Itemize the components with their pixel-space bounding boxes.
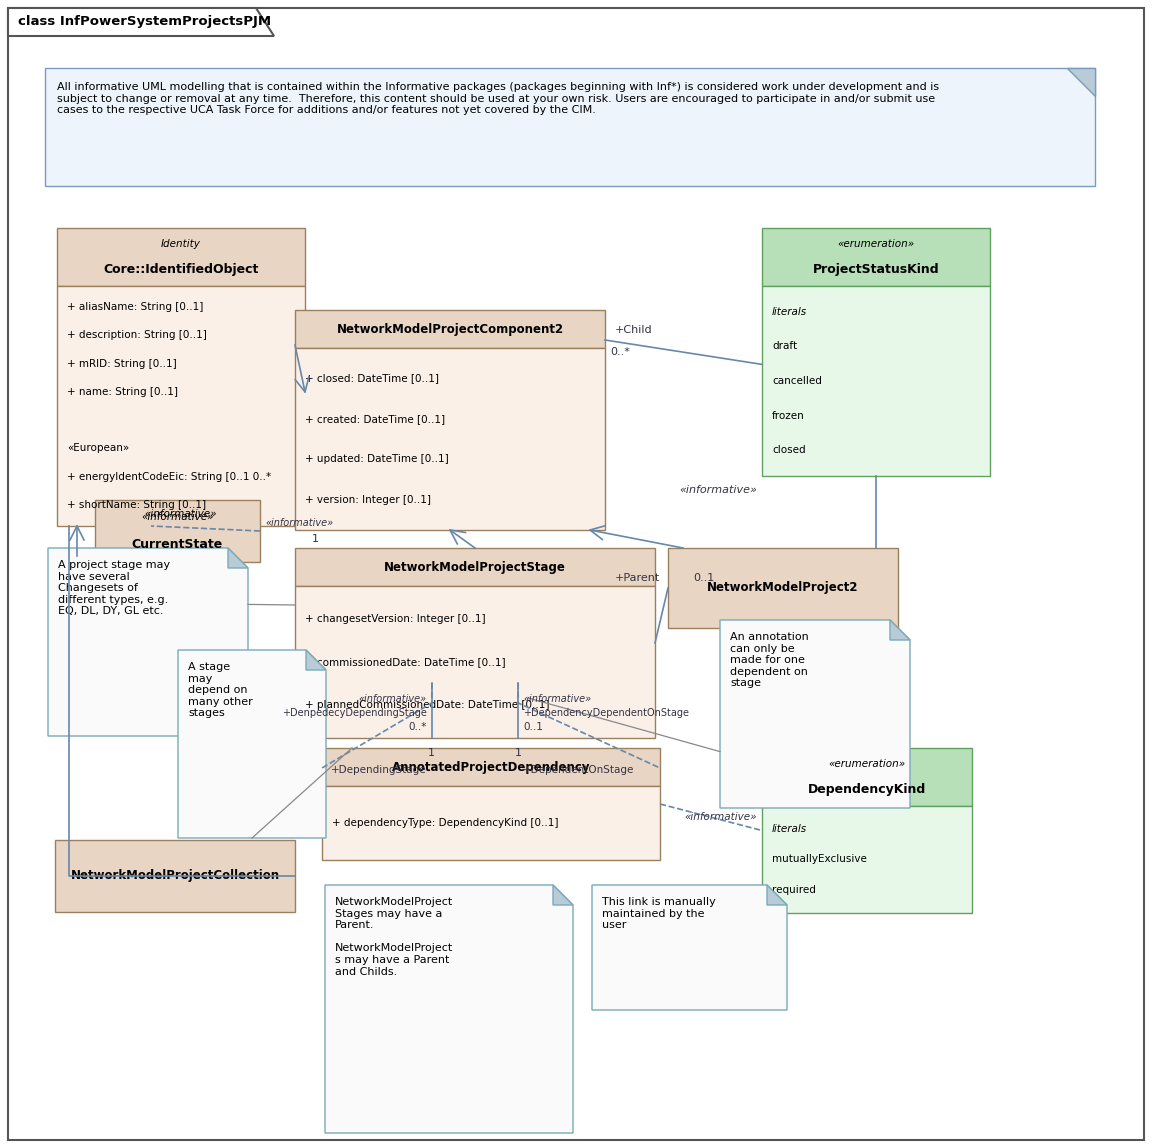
Text: 0..1: 0..1: [523, 722, 543, 732]
Bar: [668, 548, 899, 628]
Polygon shape: [179, 650, 326, 838]
Text: + closed: DateTime [0..1]: + closed: DateTime [0..1]: [305, 373, 439, 383]
Text: «erumeration»: «erumeration»: [838, 239, 915, 249]
Text: + name: String [0..1]: + name: String [0..1]: [67, 387, 179, 397]
Bar: [761, 806, 972, 913]
Polygon shape: [228, 548, 248, 568]
Bar: [323, 786, 660, 860]
Polygon shape: [8, 8, 274, 36]
Text: DependencyKind: DependencyKind: [808, 783, 926, 797]
Text: + dependencyType: DependencyKind [0..1]: + dependencyType: DependencyKind [0..1]: [332, 819, 559, 828]
Text: All informative UML modelling that is contained within the Informative packages : All informative UML modelling that is co…: [56, 82, 939, 115]
Bar: [295, 348, 605, 530]
Text: NetworkModelProjectComponent2: NetworkModelProjectComponent2: [336, 323, 563, 335]
Text: NetworkModelProjectStage: NetworkModelProjectStage: [384, 560, 566, 574]
Text: +DependentOnStage: +DependentOnStage: [523, 765, 635, 775]
Polygon shape: [767, 885, 787, 905]
Text: literals: literals: [772, 307, 808, 317]
Text: A project stage may
have several
Changesets of
different types, e.g.
EQ, DL, DY,: A project stage may have several Changes…: [58, 560, 170, 616]
Text: closed: closed: [772, 445, 805, 455]
Polygon shape: [306, 650, 326, 670]
Text: 1: 1: [429, 748, 435, 758]
Bar: [295, 585, 655, 738]
Text: «informative»: «informative»: [265, 518, 333, 528]
Text: +Parent: +Parent: [615, 573, 660, 583]
Text: «informative»: «informative»: [358, 695, 426, 704]
Bar: [56, 228, 305, 286]
Text: literals: literals: [772, 824, 808, 833]
Text: + created: DateTime [0..1]: + created: DateTime [0..1]: [305, 413, 445, 424]
Text: +DependencyDependentOnStage: +DependencyDependentOnStage: [523, 708, 689, 718]
Text: draft: draft: [772, 341, 797, 351]
Text: + changesetVersion: Integer [0..1]: + changesetVersion: Integer [0..1]: [305, 613, 486, 623]
Text: 0..*: 0..*: [409, 722, 426, 732]
Text: + shortName: String [0..1]: + shortName: String [0..1]: [67, 499, 206, 510]
Text: «erumeration»: «erumeration»: [828, 759, 905, 769]
Bar: [323, 748, 660, 786]
Polygon shape: [553, 885, 573, 905]
Text: + plannedCommissionedDate: DateTime [0..1]: + plannedCommissionedDate: DateTime [0..…: [305, 700, 550, 711]
Text: 1: 1: [515, 748, 522, 758]
Text: NetworkModelProject2: NetworkModelProject2: [707, 582, 858, 595]
Bar: [56, 286, 305, 526]
Text: + version: Integer [0..1]: + version: Integer [0..1]: [305, 495, 431, 505]
Text: + mRID: String [0..1]: + mRID: String [0..1]: [67, 358, 176, 369]
Text: «informative»: «informative»: [680, 484, 757, 495]
Text: +DependingStage: +DependingStage: [331, 765, 426, 775]
Text: required: required: [772, 885, 816, 895]
Text: 1: 1: [311, 534, 318, 544]
Text: AnnotatedProjectDependency: AnnotatedProjectDependency: [392, 760, 590, 774]
Text: + updated: DateTime [0..1]: + updated: DateTime [0..1]: [305, 455, 449, 464]
Bar: [295, 548, 655, 585]
Text: «informative»: «informative»: [142, 512, 214, 522]
Text: CurrentState: CurrentState: [131, 538, 223, 551]
Text: 0..1: 0..1: [694, 573, 714, 583]
Text: «informative»: «informative»: [145, 509, 218, 519]
Polygon shape: [592, 885, 787, 1010]
Text: NetworkModelProjectCollection: NetworkModelProjectCollection: [70, 869, 280, 883]
Bar: [94, 501, 260, 563]
Text: cancelled: cancelled: [772, 377, 821, 386]
Text: «informative»: «informative»: [523, 695, 591, 704]
Polygon shape: [890, 620, 910, 639]
Bar: [45, 68, 1096, 186]
Text: + aliasName: String [0..1]: + aliasName: String [0..1]: [67, 302, 204, 312]
Polygon shape: [325, 885, 573, 1133]
Text: «informative»: «informative»: [684, 812, 757, 822]
Text: mutuallyExclusive: mutuallyExclusive: [772, 854, 866, 864]
Text: «European»: «European»: [67, 443, 129, 453]
Text: +Child: +Child: [615, 325, 653, 335]
Text: An annotation
can only be
made for one
dependent on
stage: An annotation can only be made for one d…: [730, 633, 809, 689]
Polygon shape: [1067, 68, 1096, 96]
Text: + description: String [0..1]: + description: String [0..1]: [67, 331, 207, 341]
Polygon shape: [48, 548, 248, 736]
Polygon shape: [720, 620, 910, 808]
Text: 0..*: 0..*: [611, 347, 630, 357]
Text: NetworkModelProject
Stages may have a
Parent.

NetworkModelProject
s may have a : NetworkModelProject Stages may have a Pa…: [335, 897, 453, 977]
Bar: [761, 748, 972, 806]
Text: +DenpedecyDependingStage: +DenpedecyDependingStage: [282, 708, 426, 718]
Text: + energyIdentCodeEic: String [0..1 0..*: + energyIdentCodeEic: String [0..1 0..*: [67, 472, 271, 482]
Text: ProjectStatusKind: ProjectStatusKind: [812, 263, 939, 277]
Text: + commissionedDate: DateTime [0..1]: + commissionedDate: DateTime [0..1]: [305, 657, 506, 667]
Text: Core::IdentifiedObject: Core::IdentifiedObject: [104, 263, 259, 277]
Text: frozen: frozen: [772, 411, 805, 420]
Text: This link is manually
maintained by the
user: This link is manually maintained by the …: [602, 897, 715, 930]
Text: class InfPowerSystemProjectsPJM: class InfPowerSystemProjectsPJM: [18, 16, 271, 29]
Bar: [55, 840, 295, 912]
Text: Identity: Identity: [161, 239, 200, 249]
Bar: [761, 286, 990, 476]
Bar: [761, 228, 990, 286]
Bar: [295, 310, 605, 348]
Text: A stage
may
depend on
many other
stages: A stage may depend on many other stages: [188, 662, 252, 719]
